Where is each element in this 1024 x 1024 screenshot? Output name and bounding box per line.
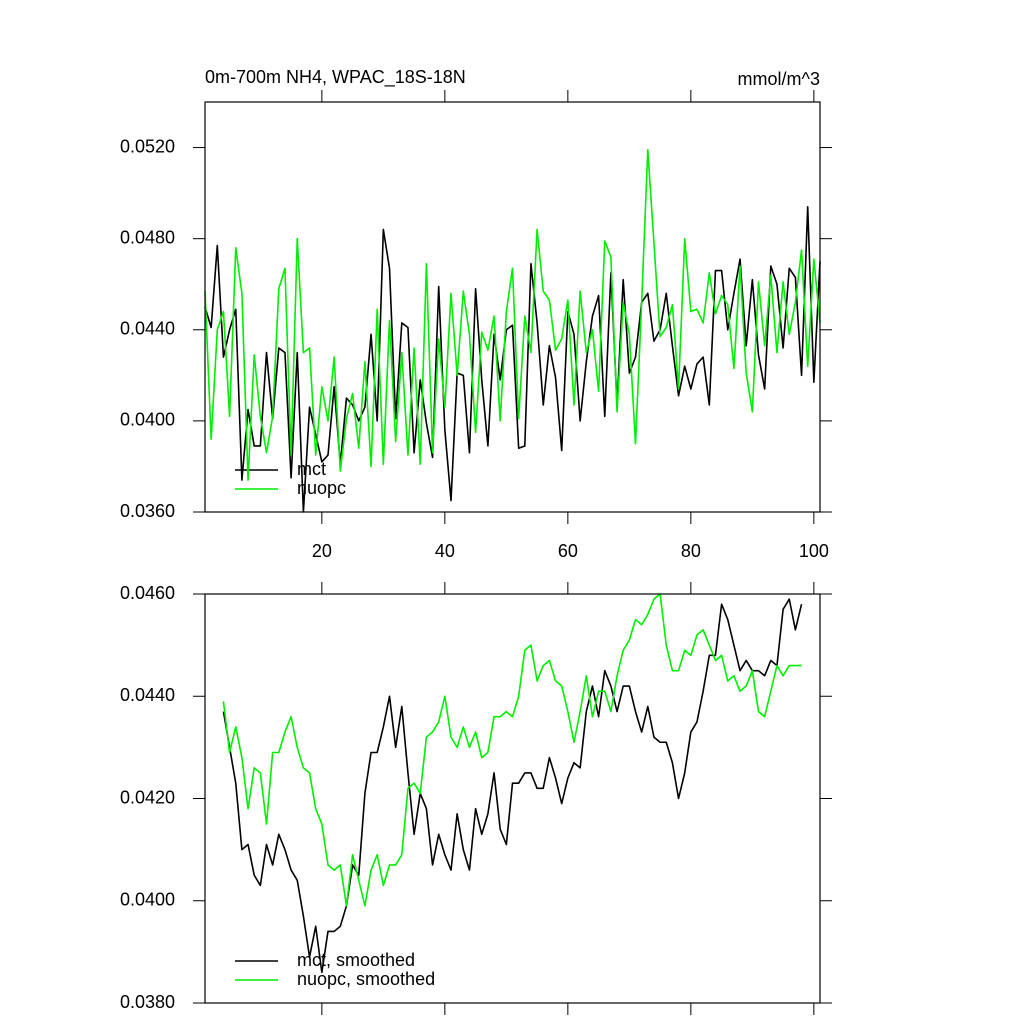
y-tick-label: 0.0360 [120,501,175,521]
x-tick-label: 80 [681,541,701,561]
y-tick-label: 0.0460 [120,583,175,603]
y-tick-label: 0.0520 [120,136,175,156]
plot-frame [204,593,821,1004]
plot-frame [204,101,821,513]
y-tick-label: 0.0480 [120,227,175,247]
x-tick-label: 40 [435,541,455,561]
series-line [204,205,821,513]
y-tick-label: 0.0440 [120,319,175,339]
x-tick-label: 60 [558,541,578,561]
legend-label: nuopc [297,478,346,498]
legend-label: mct, smoothed [297,950,415,970]
chart-title: 0m-700m NH4, WPAC_18S-18N [205,67,466,88]
x-tick-label: 20 [312,541,332,561]
y-tick-label: 0.0400 [120,890,175,910]
series-line [222,593,802,907]
legend-label: nuopc, smoothed [297,969,435,989]
legend-label: mct [297,459,326,479]
y-tick-label: 0.0440 [120,685,175,705]
y-tick-label: 0.0380 [120,992,175,1012]
y-tick-label: 0.0400 [120,410,175,430]
series-line [222,598,803,974]
x-tick-label: 100 [799,541,829,561]
series-line [204,149,821,481]
y-tick-label: 0.0420 [120,787,175,807]
units-label: mmol/m^3 [738,69,820,89]
